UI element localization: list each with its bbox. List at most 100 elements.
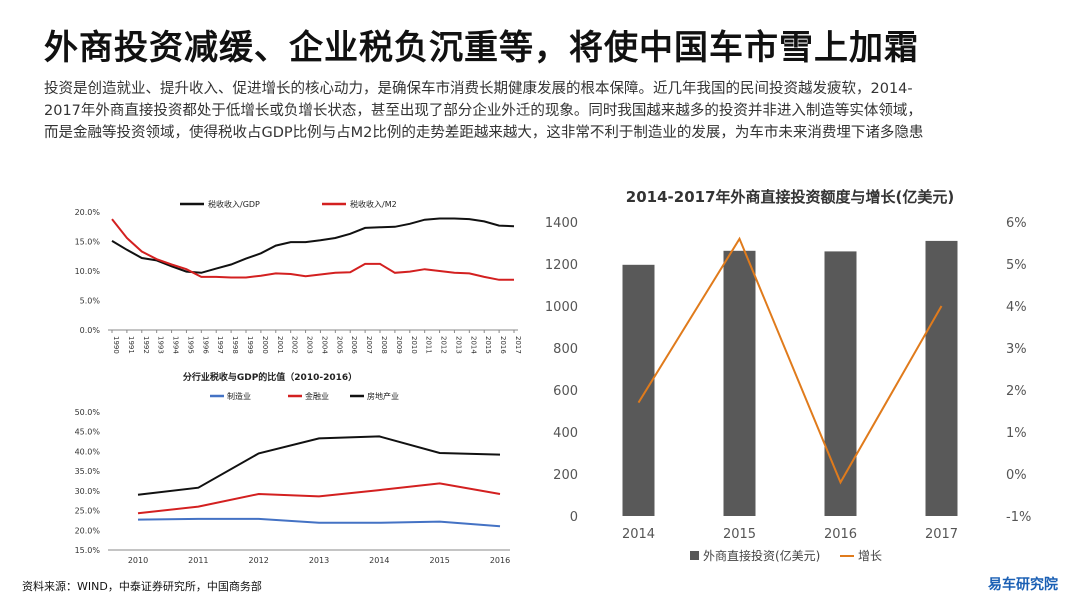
x-tick-label: 1997 bbox=[216, 336, 224, 354]
legend-label: 增长 bbox=[858, 549, 882, 563]
series-line-manufacturing bbox=[137, 517, 501, 528]
x-tick-label: 2002 bbox=[291, 336, 299, 354]
legend-label: 外商直接投资(亿美元) bbox=[703, 548, 820, 563]
fdi-chart-svg: 2014-2017年外商直接投资额度与增长(亿美元) 1400 1200 1000 80… bbox=[545, 188, 1031, 563]
x-tick-label: 2015 bbox=[723, 527, 756, 542]
y-tick-label: 600 bbox=[553, 384, 578, 399]
x-tick-label: 2017 bbox=[514, 336, 522, 354]
x-tick-label: 2009 bbox=[395, 336, 403, 354]
series-line-tax-gdp bbox=[111, 217, 515, 274]
x-tick-label: 2016 bbox=[824, 527, 857, 542]
x-tick-label: 1991 bbox=[127, 336, 135, 354]
x-tick-label: 1999 bbox=[246, 336, 254, 354]
legend-label: 税收收入/GDP bbox=[208, 199, 260, 209]
page-title: 外商投资减缓、企业税负沉重等，将使中国车市雪上加霜 bbox=[44, 28, 919, 68]
industry-tax-chart: 分行业税收与GDP的比值（2010-2016） 制造业 金融业 房地产业 50.0% 45… bbox=[60, 368, 530, 573]
x-tick-label: 2016 bbox=[490, 556, 510, 565]
legend-label: 房地产业 bbox=[367, 391, 399, 401]
y-tick-label: 45.0% bbox=[75, 428, 101, 437]
y-tick-label: 1000 bbox=[545, 300, 578, 315]
x-tick-label: 2010 bbox=[128, 556, 148, 565]
x-tick-label: 2016 bbox=[499, 336, 507, 354]
y-tick-label: 15.0% bbox=[75, 238, 101, 247]
x-tick-label: 2014 bbox=[469, 336, 477, 354]
y-tick-label: 800 bbox=[553, 342, 578, 357]
intro-line-1: 投资是创造就业、提升收入、促进增长的核心动力，是确保车市消费长期健康发展的根本保… bbox=[44, 81, 913, 97]
y-tick-label: 30.0% bbox=[75, 487, 101, 496]
x-tick-label: 2013 bbox=[454, 336, 462, 354]
y2-tick-label: 2% bbox=[1006, 384, 1027, 399]
x-tick-label: 2017 bbox=[925, 527, 958, 542]
y-tick-label: 40.0% bbox=[75, 447, 101, 456]
legend-label: 金融业 bbox=[305, 391, 329, 401]
y-tick-label: 35.0% bbox=[75, 467, 101, 476]
y2-tick-label: 4% bbox=[1006, 300, 1027, 315]
y-tick-label: 20.0% bbox=[75, 526, 101, 535]
x-tick-label: 2014 bbox=[622, 527, 655, 542]
x-tick-label: 1992 bbox=[142, 336, 150, 354]
x-tick-label: 2005 bbox=[335, 336, 343, 354]
y2-tick-label: 1% bbox=[1006, 426, 1027, 441]
x-tick-label: 2000 bbox=[261, 336, 269, 354]
y2-tick-label: -1% bbox=[1006, 510, 1031, 525]
y2-tick-label: 5% bbox=[1006, 258, 1027, 273]
y-tick-label: 1400 bbox=[545, 216, 578, 231]
chart-title: 分行业税收与GDP的比值（2010-2016） bbox=[183, 371, 357, 383]
y2-tick-label: 0% bbox=[1006, 468, 1027, 483]
bar-fdi bbox=[622, 264, 655, 516]
intro-line-2: 2017年外商直接投资都处于低增长或负增长状态，甚至出现了部分企业外迁的现象。同… bbox=[44, 103, 922, 119]
x-tick-label: 2001 bbox=[276, 336, 284, 354]
x-tick-label: 2011 bbox=[188, 556, 208, 565]
tax-ratio-chart-svg: 20.0% 15.0% 10.0% 5.0% 0.0% 1990 1991 1992 1993 1… bbox=[75, 199, 522, 354]
x-tick-label: 1993 bbox=[157, 336, 165, 354]
x-tick-label: 2014 bbox=[369, 556, 389, 565]
x-tick-label: 1998 bbox=[231, 336, 239, 354]
x-tick-label: 2013 bbox=[309, 556, 329, 565]
chart-title: 2014-2017年外商直接投资额度与增长(亿美元) bbox=[626, 188, 954, 206]
intro-line-3: 而是金融等投资领域，使得税收占GDP比例与占M2比例的走势差距越来越大，这非常不… bbox=[44, 125, 924, 141]
y2-tick-label: 6% bbox=[1006, 216, 1027, 231]
x-tick-label: 1994 bbox=[172, 336, 180, 354]
x-tick-label: 2004 bbox=[320, 336, 328, 354]
series-line-growth bbox=[637, 236, 943, 485]
bar-fdi bbox=[723, 250, 756, 517]
bar-fdi bbox=[824, 251, 857, 516]
y-tick-label: 1200 bbox=[545, 258, 578, 273]
y-tick-label: 0 bbox=[570, 510, 578, 525]
tax-ratio-chart: 20.0% 15.0% 10.0% 5.0% 0.0% 1990 1991 1992 1993 1… bbox=[60, 180, 530, 370]
x-tick-label: 2007 bbox=[365, 336, 373, 354]
y-tick-label: 400 bbox=[553, 426, 578, 441]
series-line-finance bbox=[137, 482, 501, 515]
source-note: 资料来源：WIND，中泰证券研究所，中国商务部 bbox=[22, 580, 262, 593]
x-tick-label: 2012 bbox=[440, 336, 448, 354]
y-tick-label: 20.0% bbox=[75, 208, 101, 217]
x-tick-label: 2008 bbox=[380, 336, 388, 354]
x-tick-label: 2015 bbox=[429, 556, 449, 565]
legend-swatch bbox=[690, 551, 699, 560]
x-tick-label: 2003 bbox=[306, 336, 314, 354]
bar-fdi bbox=[925, 240, 958, 516]
x-tick-label: 2006 bbox=[350, 336, 358, 354]
y-tick-label: 200 bbox=[553, 468, 578, 483]
series-line-real-estate bbox=[137, 435, 501, 496]
legend-label: 税收收入/M2 bbox=[350, 199, 397, 209]
brand-logo: 易车研究院 bbox=[988, 577, 1058, 593]
y-tick-label: 50.0% bbox=[75, 408, 101, 417]
x-tick-label: 1996 bbox=[201, 336, 209, 354]
y-tick-label: 10.0% bbox=[75, 267, 101, 276]
legend-label: 制造业 bbox=[227, 391, 251, 401]
y-tick-label: 0.0% bbox=[80, 326, 101, 335]
y2-tick-label: 3% bbox=[1006, 342, 1027, 357]
x-tick-label: 2010 bbox=[410, 336, 418, 354]
intro-paragraph: 投资是创造就业、提升收入、促进增长的核心动力，是确保车市消费长期健康发展的根本保… bbox=[44, 78, 1044, 144]
x-tick-label: 1995 bbox=[186, 336, 194, 354]
x-tick-label: 2011 bbox=[425, 336, 433, 354]
x-tick-label: 1990 bbox=[112, 336, 120, 354]
y-tick-label: 25.0% bbox=[75, 507, 101, 516]
fdi-chart: 2014-2017年外商直接投资额度与增长(亿美元) 1400 1200 1000 80… bbox=[540, 180, 1060, 575]
y-tick-label: 5.0% bbox=[80, 297, 101, 306]
industry-tax-chart-svg: 分行业税收与GDP的比值（2010-2016） 制造业 金融业 房地产业 50.0% 45… bbox=[75, 371, 511, 565]
x-tick-label: 2015 bbox=[484, 336, 492, 354]
y-tick-label: 15.0% bbox=[75, 546, 101, 555]
x-tick-label: 2012 bbox=[248, 556, 268, 565]
